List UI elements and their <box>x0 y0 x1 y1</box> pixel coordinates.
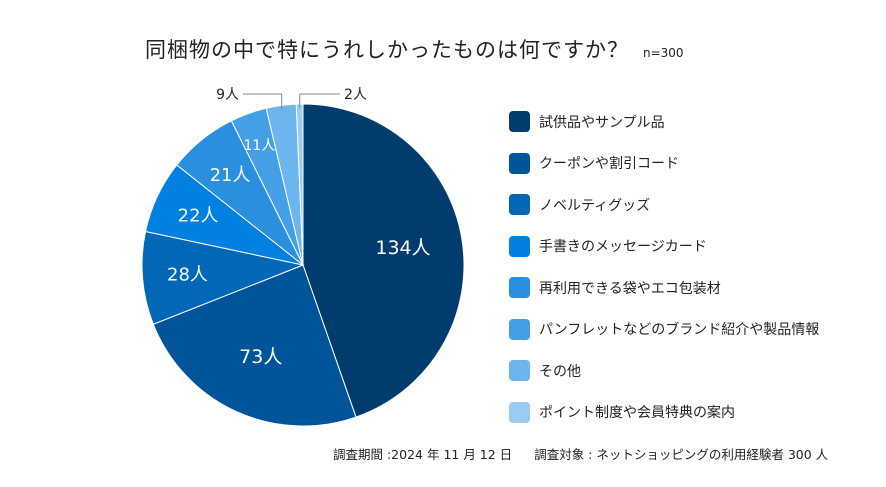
legend-item: 手書きのメッセージカード <box>509 226 819 268</box>
legend-label: ポイント制度や会員特典の案内 <box>539 405 735 422</box>
legend-item: ノベルティグッズ <box>509 184 819 226</box>
data-label: 73人 <box>239 346 282 368</box>
pie-slice <box>141 230 305 325</box>
pie-slice <box>302 103 465 418</box>
legend-swatch <box>509 401 530 423</box>
data-label: 22人 <box>178 206 219 227</box>
legend-label: 再利用できる袋やエコ包装材 <box>539 280 721 297</box>
survey-target: 調査対象 : ネットショッピングの利用経験者 300 人 <box>534 447 829 462</box>
legend: 試供品やサンプル品 クーポンや割引コード ノベルティグッズ手書きのメッセージカード再… <box>509 101 819 433</box>
legend-label: クーポンや割引コード <box>539 156 679 173</box>
legend-swatch <box>509 111 530 133</box>
legend-label: 試供品やサンプル品 <box>539 114 665 131</box>
data-label: 28人 <box>167 265 208 286</box>
data-label: 134人 <box>375 237 430 259</box>
legend-swatch <box>509 152 530 174</box>
data-label: 9人 <box>216 87 239 103</box>
legend-label: 手書きのメッセージカード <box>539 239 707 256</box>
legend-swatch <box>509 318 530 340</box>
data-label: 2人 <box>344 87 367 103</box>
data-label: 11人 <box>243 138 275 154</box>
legend-label: パンフレットなどのブランド紹介や製品情報 <box>539 322 820 339</box>
data-label: 21人 <box>210 165 251 186</box>
leader-line <box>299 93 340 109</box>
legend-item: その他 <box>509 350 819 392</box>
footer: 調査期間 :2024 年 11 月 12 日 調査対象 : ネットショッピングの利… <box>333 444 828 463</box>
survey-period: 調査期間 :2024 年 11 月 12 日 <box>333 447 513 462</box>
chart-title: 同梱物の中で特にうれしかったものは何ですか？ n=300 <box>145 34 684 64</box>
legend-swatch <box>509 194 530 216</box>
legend-item: 試供品やサンプル品 <box>509 101 819 143</box>
legend-swatch <box>509 360 530 382</box>
legend-item: パンフレットなどのブランド紹介や製品情報 <box>509 309 819 351</box>
legend-swatch <box>509 277 530 299</box>
leader-line <box>243 93 283 110</box>
pie-slice <box>152 264 357 427</box>
legend-item: ポイント制度や会員特典の案内 <box>509 392 819 434</box>
legend-item: 再利用できる袋やエコ包装材 <box>509 267 819 309</box>
title-text: 同梱物の中で特にうれしかったものは何ですか？ <box>145 38 629 62</box>
legend-swatch <box>509 235 530 257</box>
legend-item: クーポンや割引コード <box>509 143 819 185</box>
legend-label: その他 <box>539 363 581 380</box>
legend-label: ノベルティグッズ <box>539 197 651 214</box>
sample-size: n=300 <box>643 46 684 60</box>
